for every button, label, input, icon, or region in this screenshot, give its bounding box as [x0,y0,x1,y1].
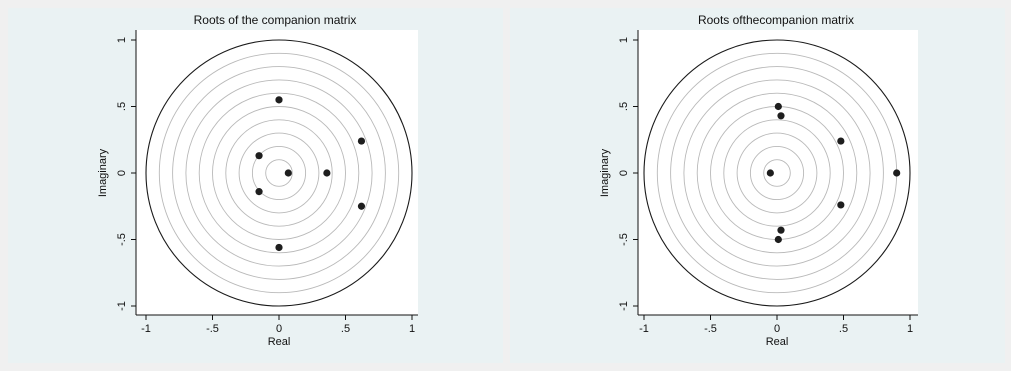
right-root-point [837,201,845,209]
left-ring-3 [238,132,320,214]
left-root-point [255,152,263,160]
right-root-point [777,226,785,234]
left-root-point [275,96,283,104]
left-root-point [357,137,366,145]
left-root-point [357,202,366,210]
right-x-axis-label: Real [766,336,789,348]
right-y-axis-label: Imaginary [599,148,611,197]
left-y-tick-label: -1 [116,301,128,311]
right-ring-3 [736,132,818,214]
left-x-tick-label: -.5 [206,323,219,335]
left-ring-6 [198,92,360,254]
right-root-point [774,102,782,111]
right-ring-2 [749,145,805,201]
left-unit-circle [145,39,413,307]
left-root-point [284,169,292,177]
right-root-point [766,169,774,177]
chart-left-svg: -1 -.5 0 .5 1 -1 -.5 0 .5 1 Roots of the companion… [97,13,418,348]
left-plot-area [136,30,418,315]
right-root-point [774,235,782,244]
left-ring-4 [225,119,333,227]
right-x-tick-label: -.5 [704,323,717,335]
right-x-tick-label: -1 [639,323,649,335]
left-x-tick-label: .5 [341,323,350,335]
left-x-tick-label: 0 [276,323,282,335]
left-y-axis-label: Imaginary [97,148,109,197]
chart-right-svg: -1 -.5 0 .5 1 -1 -.5 0 .5 1 Roots ofthecompanion m… [599,13,918,348]
right-root-point [837,137,845,145]
right-ring-6 [696,92,858,254]
left-y-tick-label: 1 [116,37,128,43]
left-x-tick-label: -1 [141,323,151,335]
left-root-point [255,188,263,196]
left-ring-7 [185,79,373,267]
right-unit-circle [643,39,911,307]
right-x-tick-label: 1 [907,323,913,335]
right-root-point [893,169,901,177]
right-y-tick-label: -1 [618,301,630,311]
right-ring-8 [670,66,884,280]
left-ring-8 [172,66,386,280]
left-y-tick-label: 0 [116,170,128,176]
right-y-tick-label: 0 [618,170,630,176]
left-x-tick-label: 1 [409,323,415,335]
right-ring-1 [763,159,791,187]
right-plot-area [638,30,918,315]
right-ring-4 [723,119,831,227]
chart-panel-left: -1 -.5 0 .5 1 -1 -.5 0 .5 1 Roots of the companion… [8,8,503,363]
chart-panel-right: -1 -.5 0 .5 1 -1 -.5 0 .5 1 Roots ofthecompanion m… [510,8,1005,363]
left-y-tick-label: -.5 [116,233,128,246]
left-ring-2 [251,145,307,201]
left-root-point [275,243,283,252]
left-ring-9 [158,52,400,294]
right-y-tick-label: .5 [618,102,630,111]
left-ring-1 [265,159,293,187]
left-y-tick-label: .5 [116,102,128,111]
right-chart-title: Roots ofthecompanion matrix [698,13,854,27]
left-root-point [323,169,331,177]
right-x-tick-label: 0 [774,323,780,335]
right-y-tick-label: 1 [618,37,630,43]
right-root-point [777,112,785,120]
right-y-tick-label: -.5 [618,233,630,246]
right-x-tick-label: .5 [839,323,848,335]
left-ring-5 [212,106,346,240]
right-ring-7 [683,79,871,267]
left-chart-title: Roots of the companion matrix [194,13,357,27]
left-x-axis-label: Real [268,336,291,348]
